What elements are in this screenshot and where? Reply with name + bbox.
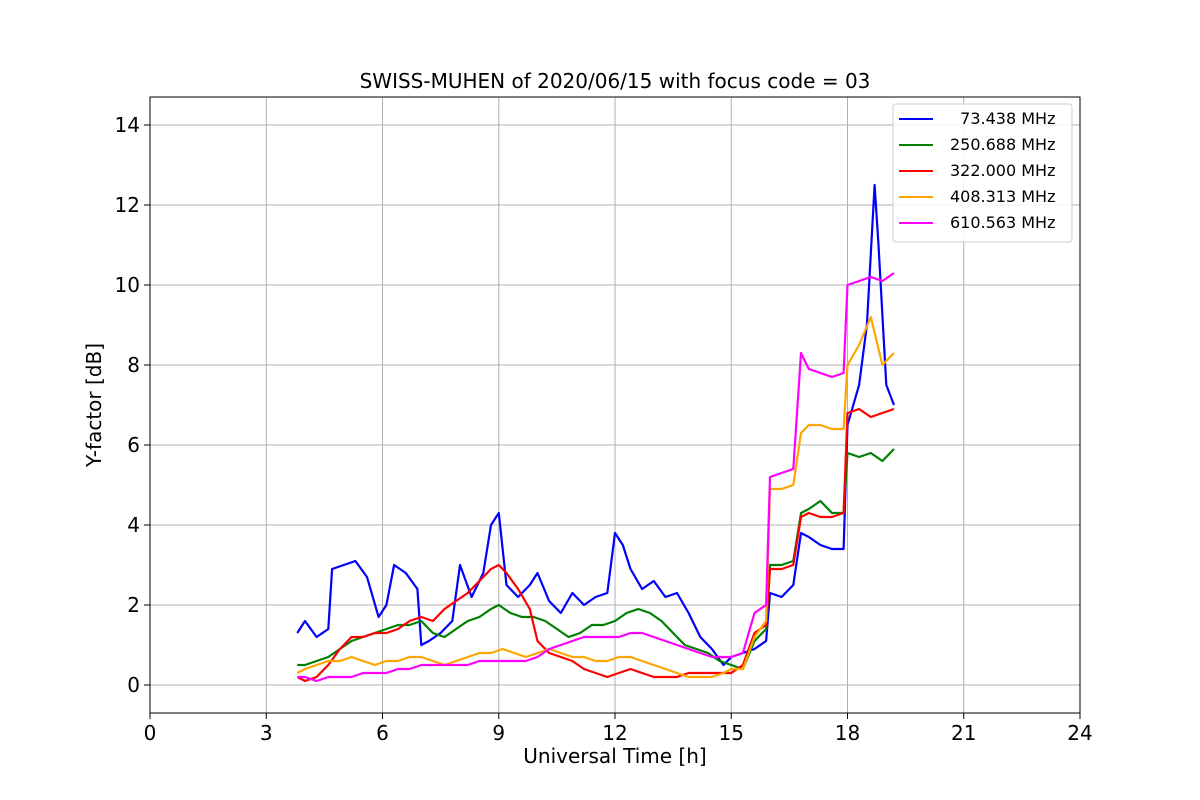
legend-label: 250.688 MHz	[950, 135, 1055, 154]
series-line-1	[297, 448, 895, 671]
x-tick-label: 18	[835, 721, 860, 745]
x-tick-label: 9	[492, 721, 505, 745]
series-line-4	[297, 272, 895, 683]
y-tick-label: 12	[115, 193, 140, 217]
legend-label: 610.563 MHz	[950, 213, 1055, 232]
x-tick-label: 6	[376, 721, 389, 745]
y-tick-label: 8	[127, 353, 140, 377]
chart-title: SWISS-MUHEN of 2020/06/15 with focus cod…	[360, 69, 871, 93]
y-tick-label: 10	[115, 273, 140, 297]
legend-label: 408.313 MHz	[950, 187, 1055, 206]
legend-label: 73.438 MHz	[950, 109, 1055, 128]
x-tick-label: 15	[719, 721, 744, 745]
x-axis-ticks: 0 3 6 9 12 15 18 21 24	[144, 713, 1093, 745]
y-tick-label: 6	[127, 433, 140, 457]
legend-label: 322.000 MHz	[950, 161, 1055, 180]
x-axis-label: Universal Time [h]	[523, 744, 706, 768]
y-axis-label: Y-factor [dB]	[82, 343, 106, 468]
x-tick-label: 24	[1067, 721, 1092, 745]
series-line-3	[296, 315, 895, 679]
series-layer	[296, 183, 896, 683]
y-tick-label: 0	[127, 673, 140, 697]
legend-box	[892, 103, 1073, 243]
x-tick-label: 3	[260, 721, 273, 745]
y-tick-label: 2	[127, 593, 140, 617]
x-tick-label: 12	[602, 721, 627, 745]
x-tick-label: 0	[144, 721, 157, 745]
series-line-0	[296, 183, 896, 667]
y-axis-ticks: 0 2 4 6 8 10 12 14	[115, 113, 150, 697]
y-tick-label: 14	[115, 113, 140, 137]
y-tick-label: 4	[127, 513, 140, 537]
series-line-2	[296, 407, 895, 683]
x-tick-label: 21	[951, 721, 976, 745]
legend: 73.438 MHz 250.688 MHz 322.000 MHz 408.313 …	[892, 103, 1073, 243]
